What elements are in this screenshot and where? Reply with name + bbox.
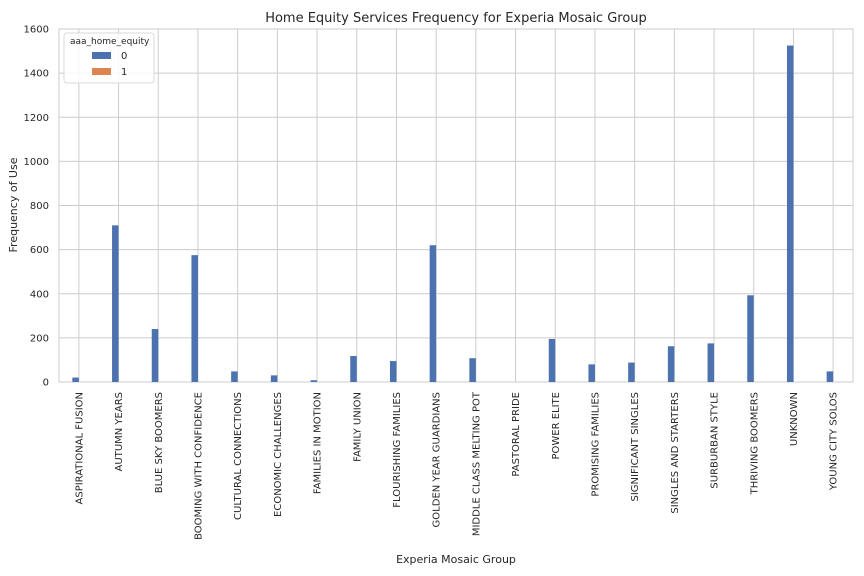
x-tick-label: THRIVING BOOMERS: [749, 392, 760, 495]
y-axis-label: Frequency of Use: [7, 157, 20, 252]
bar-series-0: [786, 45, 794, 382]
y-tick-label: 1200: [24, 113, 49, 124]
x-tick-label: FLOURISHING FAMILIES: [392, 392, 403, 508]
x-tick-label: AUTUMN YEARS: [114, 392, 125, 471]
x-tick-label: CULTURAL CONNECTIONS: [233, 392, 244, 520]
bar-series-0: [707, 343, 715, 382]
bar-series-0: [548, 338, 556, 382]
y-tick-label: 200: [30, 333, 49, 344]
x-tick-labels: ASPIRATIONAL FUSION AUTUMN YEARS BLUE SKY …: [74, 391, 839, 540]
y-tick-label: 400: [30, 289, 49, 300]
legend-swatch-1: [92, 68, 111, 75]
x-tick-label: FAMILY UNION: [352, 392, 363, 462]
y-tick-label: 1400: [24, 69, 49, 80]
grid-lines: [59, 28, 853, 383]
x-tick-label: POWER ELITE: [551, 392, 562, 460]
bar-series-0: [429, 245, 437, 382]
x-tick-label: BOOMING WITH CONFIDENCE: [193, 392, 204, 540]
legend: aaa_home_equity 0 1: [63, 32, 155, 84]
x-tick-label: SURBURBAN STYLE: [710, 392, 721, 489]
x-tick-label: SINGLES AND STARTERS: [670, 392, 681, 514]
bar-series-0: [826, 371, 834, 382]
bar-series-0: [72, 377, 79, 382]
bar-series-0: [628, 362, 635, 382]
x-tick-label: PASTORAL PRIDE: [511, 392, 522, 477]
x-axis-label: Experia Mosaic Group: [396, 553, 516, 566]
bar-series-0: [389, 361, 397, 382]
x-tick-label: FAMILIES IN MOTION: [313, 392, 324, 494]
chart-title: Home Equity Services Frequency for Exper…: [265, 11, 647, 26]
x-tick-label: MIDDLE CLASS MELTING POT: [471, 391, 482, 536]
bar-series-0: [747, 295, 754, 382]
x-tick-label: UNKNOWN: [789, 392, 800, 446]
y-tick-label: 600: [30, 245, 49, 256]
x-tick-label: YOUNG CITY SOLOS: [829, 392, 840, 491]
bars: [72, 45, 834, 382]
legend-label-0: 0: [121, 51, 127, 62]
x-tick-label: GOLDEN YEAR GUARDIANS: [432, 392, 443, 527]
bar-series-0: [231, 371, 238, 382]
x-tick-label: PROMISING FAMILIES: [590, 392, 601, 497]
x-tick-label: ASPIRATIONAL FUSION: [74, 392, 85, 505]
y-tick-label: 1600: [24, 25, 49, 36]
bar-series-0: [112, 225, 119, 382]
x-tick-label: SIGNIFICANT SINGLES: [630, 392, 641, 502]
x-tick-label: BLUE SKY BOOMERS: [154, 392, 165, 493]
y-tick-label: 1000: [24, 157, 49, 168]
bar-series-0: [350, 355, 357, 382]
bar-series-0: [667, 346, 675, 382]
legend-label-1: 1: [121, 67, 127, 78]
bar-series-0: [270, 375, 278, 382]
bar-series-0: [310, 380, 318, 382]
bar-series-0: [588, 364, 595, 382]
bar-series-0: [469, 358, 476, 382]
y-tick-labels: 0 200 400 600 800 1000 1200 1400 1600: [24, 25, 49, 389]
y-tick-label: 0: [43, 378, 49, 389]
bar-series-0: [191, 255, 198, 382]
legend-swatch-0: [92, 52, 111, 59]
x-tick-label: ECONOMIC CHALLENGES: [273, 392, 284, 517]
y-tick-label: 800: [30, 201, 49, 212]
bar-series-0: [151, 329, 159, 382]
legend-title: aaa_home_equity: [70, 37, 150, 47]
